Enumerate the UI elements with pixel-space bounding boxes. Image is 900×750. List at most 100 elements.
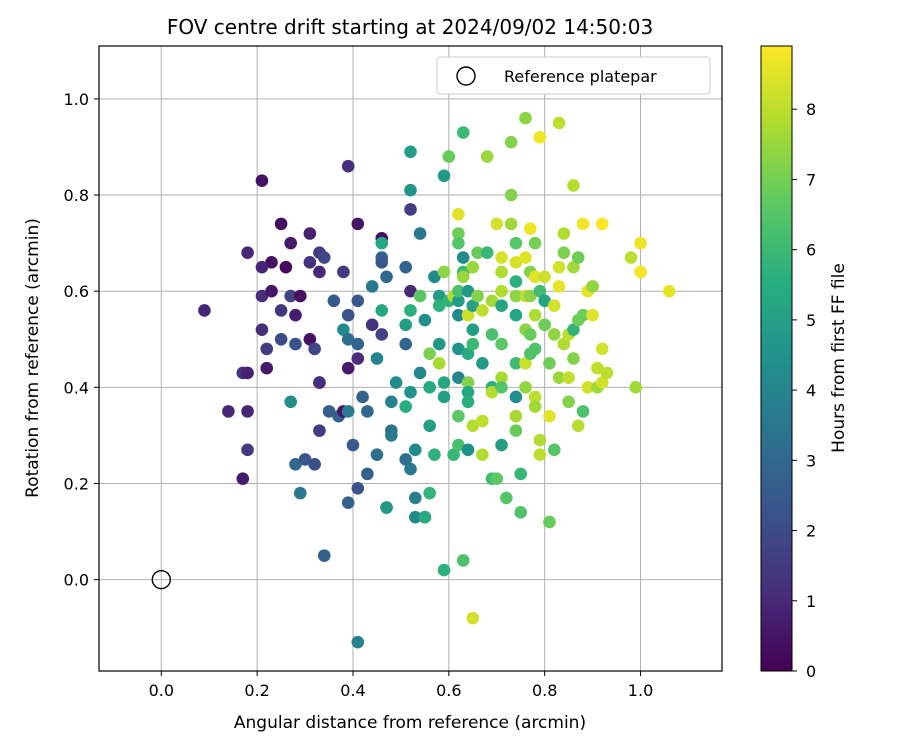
scatter-point (524, 289, 537, 303)
scatter-point (495, 251, 508, 264)
scatter-point (351, 217, 365, 231)
scatter-point (351, 482, 365, 495)
scatter-point (408, 510, 422, 524)
scatter-point (351, 352, 365, 365)
scatter-point (552, 371, 566, 385)
scatter-point (346, 438, 360, 452)
scatter-point (504, 217, 518, 231)
scatter-point (404, 145, 417, 159)
scatter-point (284, 289, 297, 303)
scatter-point (524, 328, 537, 341)
scatter-point (466, 260, 480, 274)
y-tick-label: 0.6 (64, 282, 89, 301)
scatter-point (562, 395, 575, 409)
scatter-point (265, 284, 278, 298)
scatter-point (528, 390, 542, 404)
scatter-point (519, 251, 532, 264)
scatter-point (586, 280, 599, 293)
scatter-point (404, 284, 417, 298)
scatter-point (413, 289, 427, 303)
scatter-point (385, 395, 398, 409)
scatter-point (399, 400, 413, 413)
scatter-point (303, 227, 317, 240)
scatter-point (432, 299, 446, 312)
x-tick-label: 0.2 (244, 681, 269, 700)
scatter-point (509, 256, 523, 269)
scatter-point (437, 390, 451, 404)
scatter-point (509, 409, 523, 423)
scatter-point (480, 246, 494, 260)
scatter-point (557, 227, 571, 240)
x-axis-label: Angular distance from reference (arcmin) (234, 713, 586, 733)
scatter-point (423, 419, 436, 433)
scatter-point (404, 462, 417, 476)
scatter-point (461, 385, 475, 399)
scatter-point (495, 299, 508, 312)
scatter-point (571, 251, 585, 264)
scatter-point (308, 342, 321, 356)
scatter-point (528, 400, 542, 413)
scatter-point (552, 260, 566, 274)
scatter-point (456, 251, 470, 264)
scatter-point (399, 453, 413, 466)
colorbar-tick-label: 4 (806, 381, 816, 400)
colorbar-label: Hours from first FF file (829, 263, 849, 453)
scatter-point (509, 357, 523, 370)
scatter-point (351, 337, 365, 351)
scatter-point (452, 308, 465, 322)
scatter-point (547, 328, 561, 341)
scatter-point (399, 260, 413, 274)
scatter-point (399, 318, 413, 332)
scatter-point (538, 270, 551, 284)
scatter-point (428, 448, 441, 461)
scatter-point (509, 424, 523, 437)
scatter-point (365, 318, 379, 332)
scatter-point (380, 501, 393, 514)
colorbar-tick-label: 8 (806, 100, 816, 119)
scatter-point (524, 222, 537, 235)
scatter-point (255, 323, 269, 336)
scatter-point (571, 419, 585, 433)
scatter-point (361, 467, 374, 481)
scatter-point (485, 385, 499, 399)
scatter-point (552, 280, 566, 293)
scatter-point (198, 304, 211, 317)
scatter-point (567, 323, 580, 336)
chart-title: FOV centre drift starting at 2024/09/02 … (167, 15, 653, 39)
y-axis-label: Rotation from reference (arcmin) (23, 218, 43, 498)
scatter-point (418, 313, 432, 327)
scatter-point (337, 323, 350, 336)
scatter-point (337, 265, 350, 279)
scatter-point (236, 472, 250, 485)
scatter-point (509, 236, 523, 250)
scatter-point (452, 294, 465, 308)
scatter-point (461, 376, 475, 389)
scatter-point (365, 280, 379, 293)
scatter-point (241, 405, 254, 418)
scatter-point (437, 376, 451, 389)
scatter-point (303, 256, 317, 269)
scatter-point (547, 299, 561, 312)
colorbar-gradient (760, 45, 793, 672)
scatter-point (509, 275, 523, 288)
scatter-point (293, 486, 307, 500)
y-tick-label: 1.0 (64, 90, 89, 109)
scatter-point (260, 361, 274, 375)
scatter-point (452, 438, 465, 452)
scatter-point (452, 409, 465, 423)
scatter-point (528, 342, 542, 356)
scatter-point (317, 251, 331, 264)
scatter-point (533, 131, 547, 144)
scatter-point (322, 405, 336, 418)
scatter-point (255, 289, 269, 303)
scatter-point (557, 337, 571, 351)
scatter-point (476, 414, 489, 428)
scatter-point (279, 260, 293, 274)
scatter-point (543, 357, 556, 370)
scatter-point (437, 169, 451, 183)
scatter-point (461, 308, 475, 322)
scatter-point (423, 347, 436, 360)
reference-platepar-marker (151, 569, 172, 590)
